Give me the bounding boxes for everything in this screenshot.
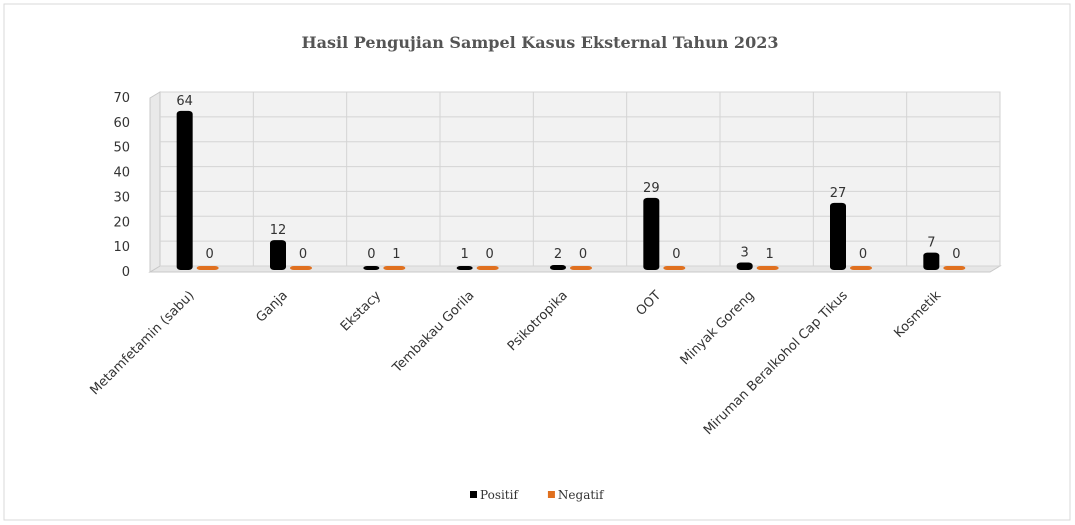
back-wall — [159, 91, 1001, 267]
data-label: 1 — [461, 247, 469, 262]
bar — [363, 266, 380, 270]
bar — [176, 110, 193, 271]
bar — [756, 266, 779, 270]
y-tick-label: 70 — [113, 91, 130, 106]
bar — [736, 262, 753, 270]
bar — [196, 266, 219, 270]
bar — [663, 266, 686, 270]
data-label: 0 — [579, 247, 587, 262]
bar — [383, 266, 406, 270]
data-label: 0 — [367, 247, 375, 262]
bar — [456, 266, 473, 270]
y-tick-label: 40 — [113, 166, 130, 181]
data-label: 7 — [927, 236, 935, 251]
legend-label: Negatif — [558, 488, 605, 502]
data-label: 1 — [392, 247, 400, 262]
bar — [570, 266, 592, 270]
bar — [550, 265, 566, 270]
y-tick-label: 20 — [113, 215, 130, 230]
bar — [290, 266, 312, 270]
data-label: 29 — [643, 181, 660, 196]
y-tick-label: 30 — [113, 190, 130, 205]
data-label: 0 — [299, 247, 307, 262]
bar — [476, 266, 499, 270]
legend-swatch — [470, 491, 477, 498]
data-label: 0 — [672, 247, 680, 262]
data-label: 0 — [859, 247, 867, 262]
data-label: 1 — [766, 247, 774, 262]
data-label: 2 — [554, 247, 562, 262]
data-label: 0 — [952, 247, 960, 262]
data-label: 0 — [206, 247, 214, 262]
y-tick-label: 50 — [113, 141, 130, 156]
legend-swatch — [547, 491, 555, 498]
y-tick-label: 10 — [113, 240, 130, 255]
data-label: 12 — [270, 223, 287, 238]
bar — [643, 197, 660, 270]
bar — [850, 266, 872, 270]
side-wall — [149, 91, 161, 273]
bar — [943, 266, 966, 270]
y-tick-label: 0 — [122, 265, 130, 280]
bar — [830, 202, 846, 270]
data-label: 64 — [176, 94, 193, 109]
y-tick-label: 60 — [113, 116, 130, 131]
bar — [270, 240, 286, 270]
data-label: 27 — [830, 186, 847, 201]
chart-title: Hasil Pengujian Sampel Kasus Eksternal T… — [302, 33, 779, 52]
data-label: 3 — [741, 246, 749, 261]
legend-label: Positif — [480, 488, 519, 502]
bar — [923, 252, 940, 270]
data-label: 0 — [486, 247, 494, 262]
